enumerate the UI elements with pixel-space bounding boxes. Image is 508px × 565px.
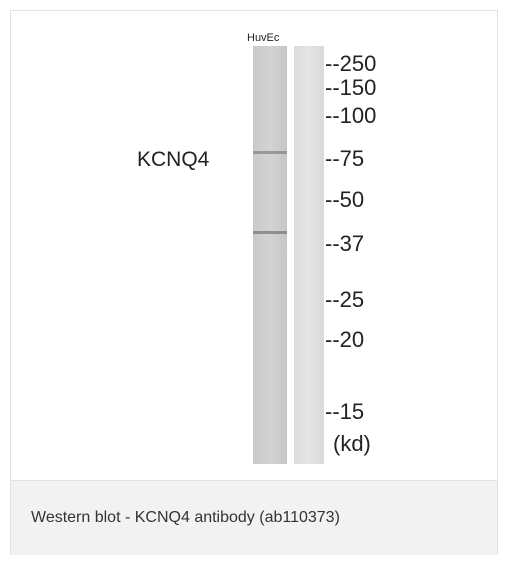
page: HuvEc KCNQ4 --250--150--100--75--50--37-… bbox=[0, 0, 508, 565]
caption-bar: Western blot - KCNQ4 antibody (ab110373) bbox=[11, 480, 497, 555]
band bbox=[253, 151, 287, 154]
marker-label: --250 bbox=[325, 51, 376, 76]
unit-label: (kd) bbox=[333, 431, 371, 456]
caption: Western blot - KCNQ4 antibody (ab110373) bbox=[31, 509, 340, 527]
lane-label: HuvEc bbox=[247, 32, 280, 44]
blot-image: HuvEc KCNQ4 --250--150--100--75--50--37-… bbox=[11, 11, 497, 479]
protein-label: KCNQ4 bbox=[137, 148, 210, 171]
marker-label: --20 bbox=[325, 327, 364, 352]
figure-frame: HuvEc KCNQ4 --250--150--100--75--50--37-… bbox=[10, 10, 498, 555]
marker-lane bbox=[294, 46, 324, 464]
marker-labels: --250--150 --100 --75 --50 --37 --25 --20 --15 bbox=[325, 51, 376, 424]
marker-label: --100 bbox=[325, 103, 376, 128]
marker-label: --75 bbox=[325, 146, 364, 171]
marker-label: --50 bbox=[325, 187, 364, 212]
marker-label: --150 bbox=[325, 75, 376, 100]
band bbox=[253, 231, 287, 234]
marker-label: --25 bbox=[325, 287, 364, 312]
marker-label: --37 bbox=[325, 231, 364, 256]
marker-label: --15 bbox=[325, 399, 364, 424]
sample-lane bbox=[253, 46, 287, 464]
